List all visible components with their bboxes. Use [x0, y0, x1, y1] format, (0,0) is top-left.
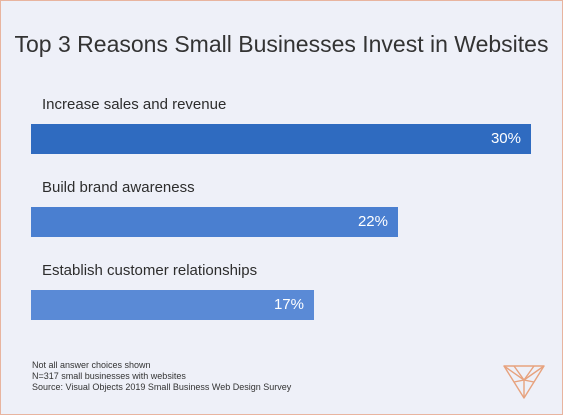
note-source: Source: Visual Objects 2019 Small Busine… — [32, 382, 292, 392]
bar-label: Increase sales and revenue — [42, 96, 227, 113]
bar-label: Build brand awareness — [42, 179, 195, 196]
bar: 30% — [31, 124, 531, 154]
visual-objects-logo-icon — [503, 365, 545, 399]
bar: 17% — [31, 290, 314, 320]
bar: 22% — [31, 207, 398, 237]
bar-label: Establish customer relationships — [42, 262, 258, 279]
note-answer-choices: Not all answer choices shown — [32, 360, 151, 370]
chart-title: Top 3 Reasons Small Businesses Invest in… — [14, 31, 549, 57]
chart-notes: Not all answer choices shown N=317 small… — [32, 360, 291, 393]
note-sample-size: N=317 small businesses with websites — [32, 371, 186, 381]
bar-value-label: 17% — [273, 296, 304, 313]
bar-value-label: 30% — [490, 130, 521, 147]
bar-value-label: 22% — [357, 213, 388, 230]
